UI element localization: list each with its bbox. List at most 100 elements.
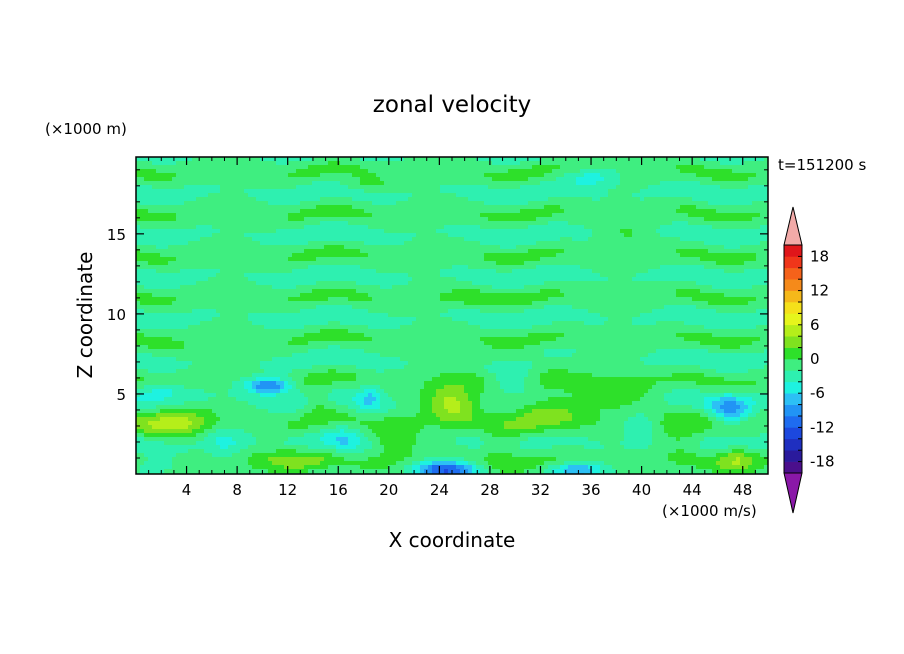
field-cell (524, 237, 529, 242)
field-cell (604, 245, 609, 250)
field-cell (388, 205, 393, 210)
field-cell (180, 257, 185, 262)
field-cell (712, 277, 717, 282)
field-cell (752, 193, 757, 198)
field-cell (576, 261, 581, 266)
field-cell (432, 205, 437, 210)
field-cell (156, 257, 161, 262)
field-cell (484, 173, 489, 178)
field-cell (204, 213, 209, 218)
field-cell (700, 185, 705, 190)
field-cell (748, 173, 753, 178)
field-cell (432, 177, 437, 182)
field-cell (700, 201, 705, 206)
field-cell (692, 241, 697, 246)
field-cell (196, 281, 201, 286)
field-cell (252, 197, 257, 202)
field-cell (280, 161, 285, 166)
field-cell (392, 205, 397, 210)
field-cell (512, 273, 517, 278)
field-cell (284, 269, 289, 274)
field-cell (140, 197, 145, 202)
field-cell (200, 185, 205, 190)
field-cell (644, 249, 649, 254)
field-cell (388, 225, 393, 230)
field-cell (432, 281, 437, 286)
field-cell (580, 205, 585, 210)
field-cell (532, 193, 537, 198)
field-cell (668, 221, 673, 226)
field-cell (424, 201, 429, 206)
field-cell (728, 185, 733, 190)
field-cell (412, 241, 417, 246)
field-cell (508, 237, 513, 242)
field-cell (136, 185, 141, 190)
field-cell (352, 241, 357, 246)
field-cell (292, 265, 297, 270)
field-cell (444, 257, 449, 262)
field-cell (368, 237, 373, 242)
field-cell (576, 209, 581, 214)
field-cell (216, 157, 221, 162)
field-cell (232, 229, 237, 234)
field-cell (292, 225, 297, 230)
field-cell (760, 261, 765, 266)
field-cell (472, 229, 477, 234)
field-cell (728, 181, 733, 186)
field-cell (708, 185, 713, 190)
field-cell (352, 197, 357, 202)
field-cell (532, 225, 537, 230)
field-cell (360, 229, 365, 234)
field-cell (484, 245, 489, 250)
field-cell (480, 277, 485, 282)
field-cell (372, 261, 377, 266)
field-cell (520, 261, 525, 266)
field-cell (240, 189, 245, 194)
field-cell (240, 233, 245, 238)
field-cell (148, 213, 153, 218)
field-cell (436, 221, 441, 226)
field-cell (636, 221, 641, 226)
field-cell (728, 169, 733, 174)
field-cell (172, 257, 177, 262)
field-cell (616, 177, 621, 182)
field-cell (372, 157, 377, 162)
field-cell (224, 181, 229, 186)
field-cell (480, 209, 485, 214)
field-cell (672, 221, 677, 226)
field-cell (140, 169, 145, 174)
field-cell (748, 257, 753, 262)
field-cell (696, 249, 701, 254)
field-cell (168, 205, 173, 210)
field-cell (640, 237, 645, 242)
field-cell (388, 197, 393, 202)
field-cell (288, 241, 293, 246)
field-cell (440, 229, 445, 234)
field-cell (208, 261, 213, 266)
field-cell (500, 161, 505, 166)
field-cell (188, 229, 193, 234)
field-cell (196, 273, 201, 278)
field-cell (188, 217, 193, 222)
field-cell (184, 205, 189, 210)
field-cell (480, 229, 485, 234)
field-cell (236, 185, 241, 190)
field-cell (412, 181, 417, 186)
field-cell (172, 269, 177, 274)
field-cell (244, 241, 249, 246)
field-cell (576, 229, 581, 234)
field-cell (428, 181, 433, 186)
field-cell (192, 205, 197, 210)
field-cell (296, 173, 301, 178)
field-cell (524, 201, 529, 206)
field-cell (588, 229, 593, 234)
field-cell (748, 201, 753, 206)
field-cell (716, 269, 721, 274)
field-cell (580, 225, 585, 230)
field-cell (636, 277, 641, 282)
field-cell (708, 237, 713, 242)
field-cell (340, 241, 345, 246)
field-cell (372, 213, 377, 218)
field-cell (360, 161, 365, 166)
field-cell (400, 237, 405, 242)
